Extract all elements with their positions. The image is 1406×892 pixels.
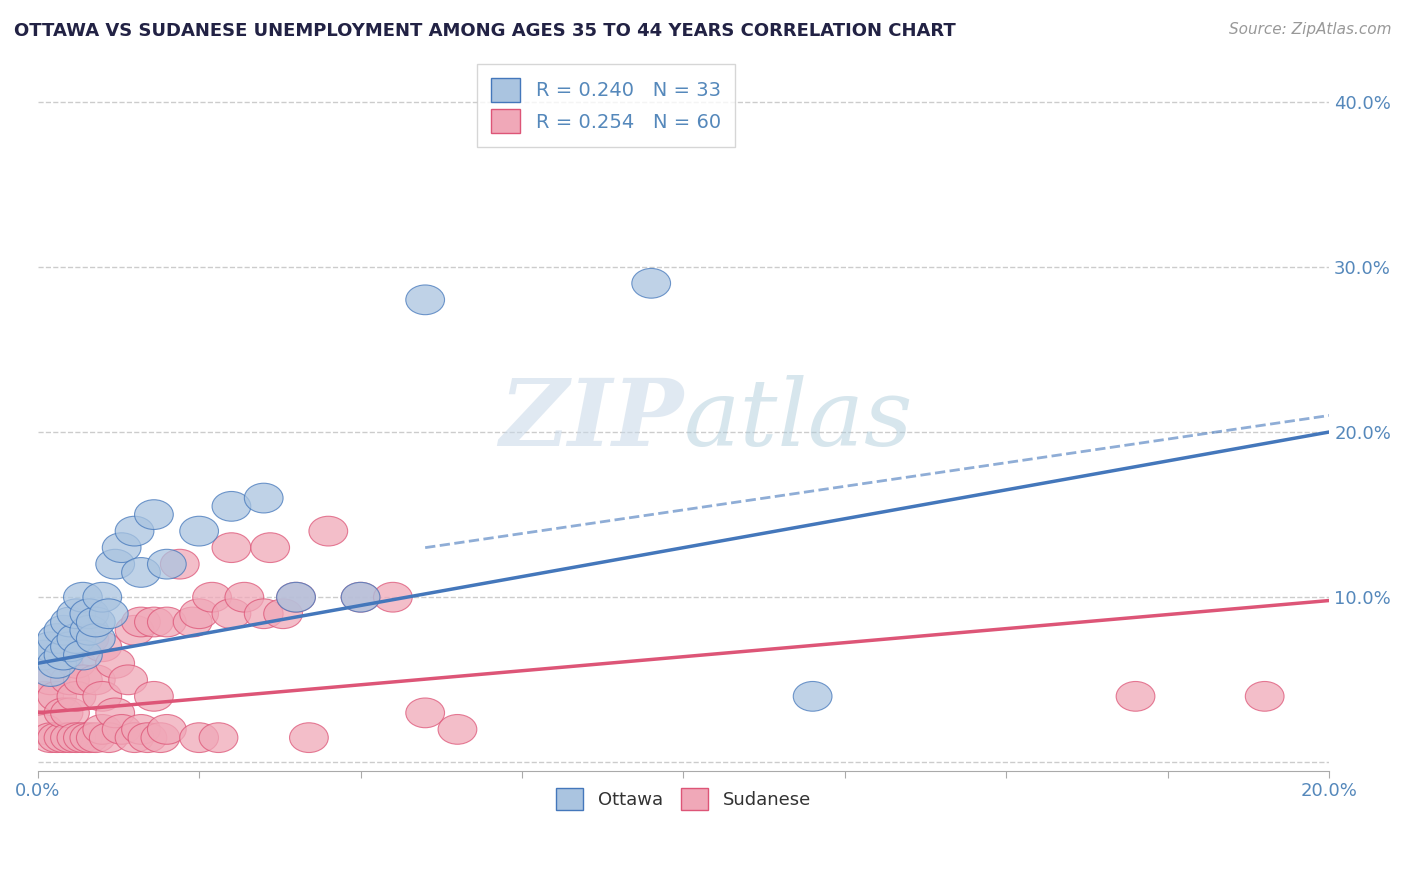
- Ellipse shape: [25, 640, 63, 670]
- Ellipse shape: [70, 723, 108, 753]
- Text: OTTAWA VS SUDANESE UNEMPLOYMENT AMONG AGES 35 TO 44 YEARS CORRELATION CHART: OTTAWA VS SUDANESE UNEMPLOYMENT AMONG AG…: [14, 22, 956, 40]
- Ellipse shape: [76, 723, 115, 753]
- Ellipse shape: [115, 723, 153, 753]
- Ellipse shape: [44, 648, 83, 678]
- Ellipse shape: [76, 665, 115, 695]
- Ellipse shape: [115, 516, 153, 546]
- Ellipse shape: [180, 516, 218, 546]
- Ellipse shape: [1246, 681, 1284, 711]
- Ellipse shape: [309, 516, 347, 546]
- Ellipse shape: [406, 698, 444, 728]
- Ellipse shape: [148, 549, 186, 579]
- Ellipse shape: [148, 607, 186, 637]
- Ellipse shape: [38, 723, 76, 753]
- Ellipse shape: [250, 533, 290, 563]
- Ellipse shape: [108, 665, 148, 695]
- Ellipse shape: [160, 549, 200, 579]
- Ellipse shape: [51, 698, 90, 728]
- Ellipse shape: [90, 723, 128, 753]
- Ellipse shape: [63, 723, 103, 753]
- Ellipse shape: [51, 723, 90, 753]
- Ellipse shape: [103, 714, 141, 744]
- Ellipse shape: [342, 582, 380, 612]
- Ellipse shape: [44, 698, 83, 728]
- Ellipse shape: [193, 582, 232, 612]
- Ellipse shape: [1116, 681, 1154, 711]
- Ellipse shape: [44, 640, 83, 670]
- Ellipse shape: [122, 607, 160, 637]
- Ellipse shape: [70, 624, 108, 653]
- Ellipse shape: [200, 723, 238, 753]
- Ellipse shape: [51, 665, 90, 695]
- Ellipse shape: [83, 632, 122, 662]
- Ellipse shape: [31, 632, 70, 662]
- Ellipse shape: [173, 607, 212, 637]
- Ellipse shape: [31, 665, 70, 695]
- Ellipse shape: [180, 723, 218, 753]
- Ellipse shape: [76, 607, 115, 637]
- Ellipse shape: [51, 632, 90, 662]
- Ellipse shape: [83, 714, 122, 744]
- Ellipse shape: [90, 599, 128, 629]
- Ellipse shape: [128, 723, 167, 753]
- Ellipse shape: [148, 714, 186, 744]
- Ellipse shape: [44, 615, 83, 645]
- Ellipse shape: [277, 582, 315, 612]
- Ellipse shape: [38, 648, 76, 678]
- Ellipse shape: [141, 723, 180, 753]
- Ellipse shape: [225, 582, 264, 612]
- Ellipse shape: [793, 681, 832, 711]
- Ellipse shape: [51, 607, 90, 637]
- Ellipse shape: [122, 714, 160, 744]
- Ellipse shape: [103, 533, 141, 563]
- Ellipse shape: [31, 723, 70, 753]
- Ellipse shape: [25, 681, 63, 711]
- Ellipse shape: [96, 698, 135, 728]
- Ellipse shape: [83, 582, 122, 612]
- Ellipse shape: [44, 723, 83, 753]
- Ellipse shape: [115, 615, 153, 645]
- Text: Source: ZipAtlas.com: Source: ZipAtlas.com: [1229, 22, 1392, 37]
- Ellipse shape: [374, 582, 412, 612]
- Ellipse shape: [38, 624, 76, 653]
- Ellipse shape: [70, 615, 108, 645]
- Ellipse shape: [96, 648, 135, 678]
- Ellipse shape: [290, 723, 328, 753]
- Ellipse shape: [58, 624, 96, 653]
- Ellipse shape: [135, 607, 173, 637]
- Ellipse shape: [63, 582, 103, 612]
- Ellipse shape: [63, 640, 103, 670]
- Ellipse shape: [212, 491, 250, 521]
- Ellipse shape: [180, 599, 218, 629]
- Ellipse shape: [245, 483, 283, 513]
- Ellipse shape: [58, 681, 96, 711]
- Ellipse shape: [264, 599, 302, 629]
- Ellipse shape: [277, 582, 315, 612]
- Ellipse shape: [58, 648, 96, 678]
- Ellipse shape: [38, 681, 76, 711]
- Ellipse shape: [31, 657, 70, 687]
- Text: ZIP: ZIP: [499, 375, 683, 465]
- Ellipse shape: [135, 681, 173, 711]
- Ellipse shape: [212, 533, 250, 563]
- Ellipse shape: [212, 599, 250, 629]
- Ellipse shape: [96, 549, 135, 579]
- Ellipse shape: [245, 599, 283, 629]
- Ellipse shape: [135, 500, 173, 530]
- Ellipse shape: [122, 558, 160, 587]
- Ellipse shape: [58, 723, 96, 753]
- Ellipse shape: [631, 268, 671, 298]
- Ellipse shape: [76, 624, 115, 653]
- Ellipse shape: [406, 285, 444, 315]
- Legend: Ottawa, Sudanese: Ottawa, Sudanese: [541, 774, 825, 825]
- Text: atlas: atlas: [683, 375, 912, 465]
- Ellipse shape: [25, 714, 63, 744]
- Ellipse shape: [342, 582, 380, 612]
- Ellipse shape: [63, 665, 103, 695]
- Ellipse shape: [439, 714, 477, 744]
- Ellipse shape: [58, 599, 96, 629]
- Ellipse shape: [83, 681, 122, 711]
- Ellipse shape: [70, 599, 108, 629]
